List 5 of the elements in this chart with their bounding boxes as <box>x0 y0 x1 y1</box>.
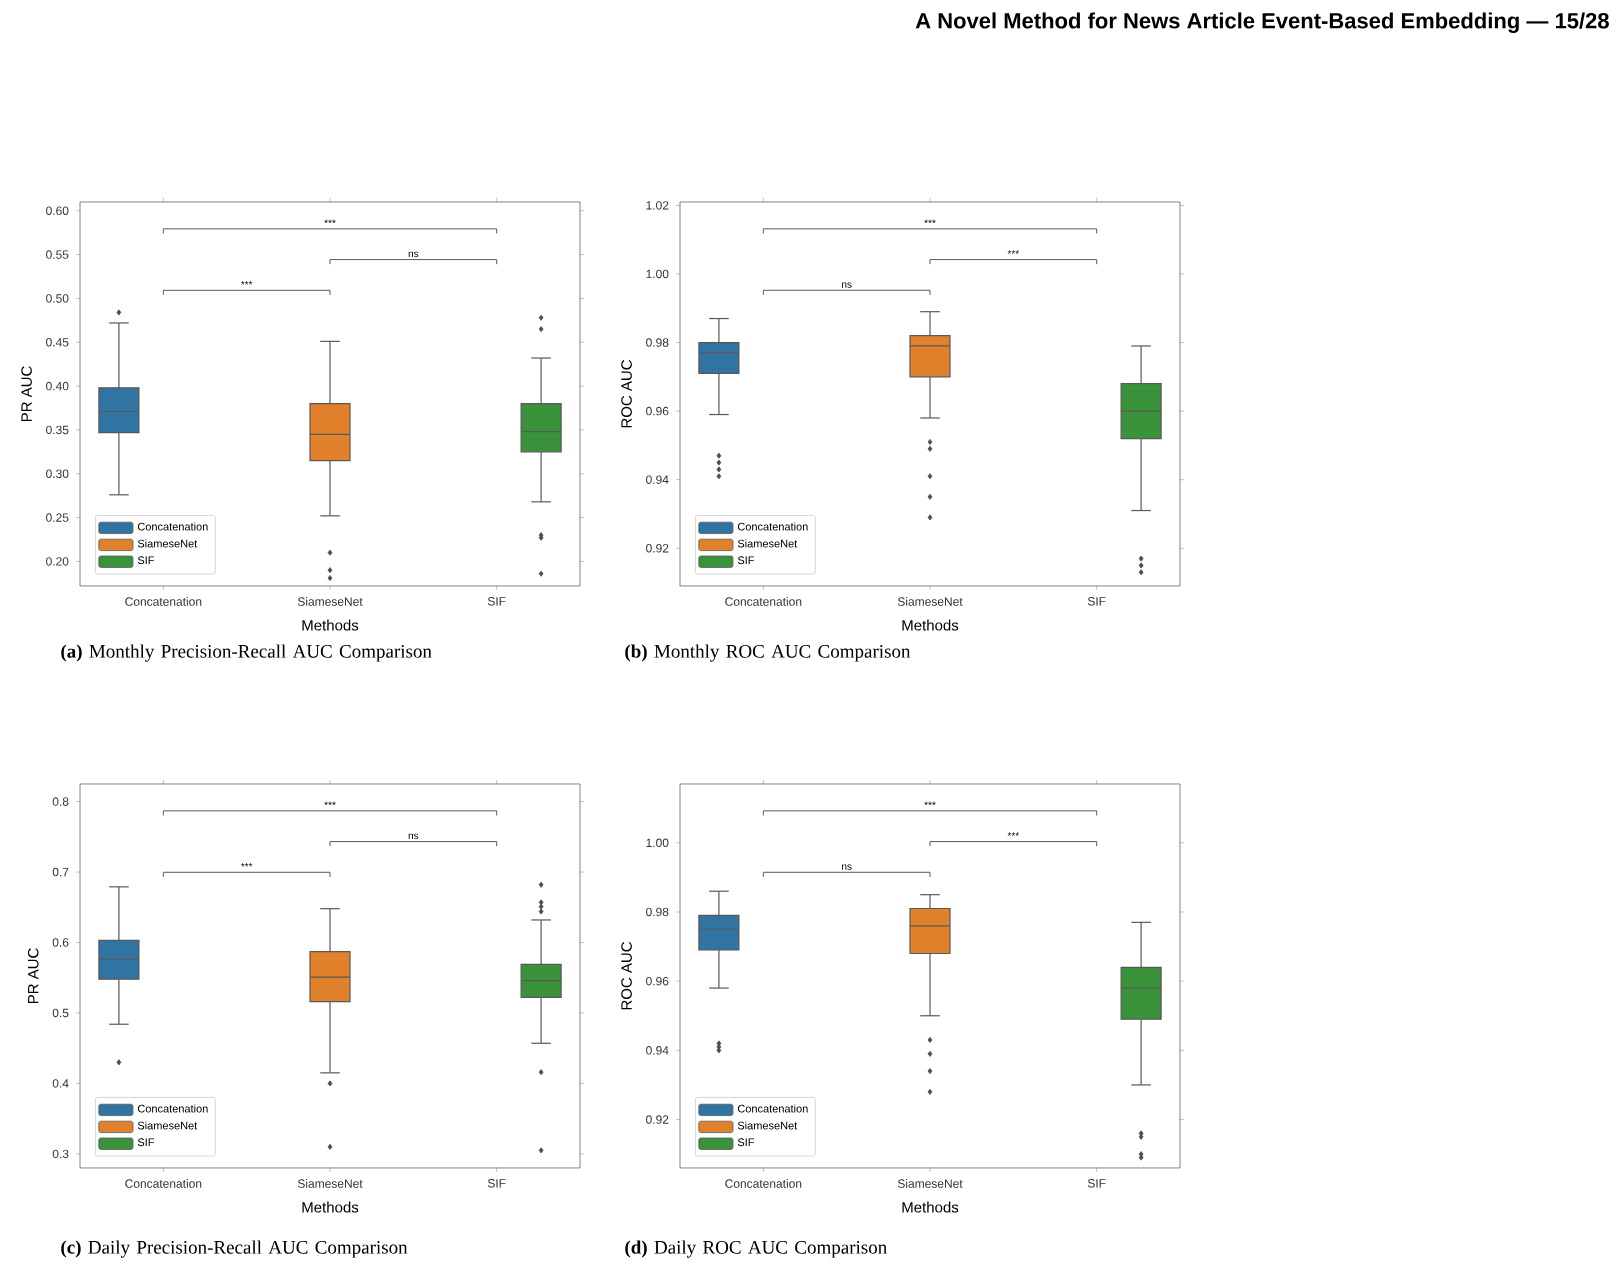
text: (a) Monthly Precision-Recall AUC Comparison <box>61 644 432 662</box>
text: (c) Daily Precision-Recall AUC Comparison <box>61 1240 408 1258</box>
text: (b) Monthly ROC AUC Comparison <box>625 644 911 662</box>
text: (d) Daily ROC AUC Comparison <box>625 1240 887 1258</box>
text: A Novel Method for News Article Event-Based Embedding — 15/28 <box>915 12 1609 33</box>
